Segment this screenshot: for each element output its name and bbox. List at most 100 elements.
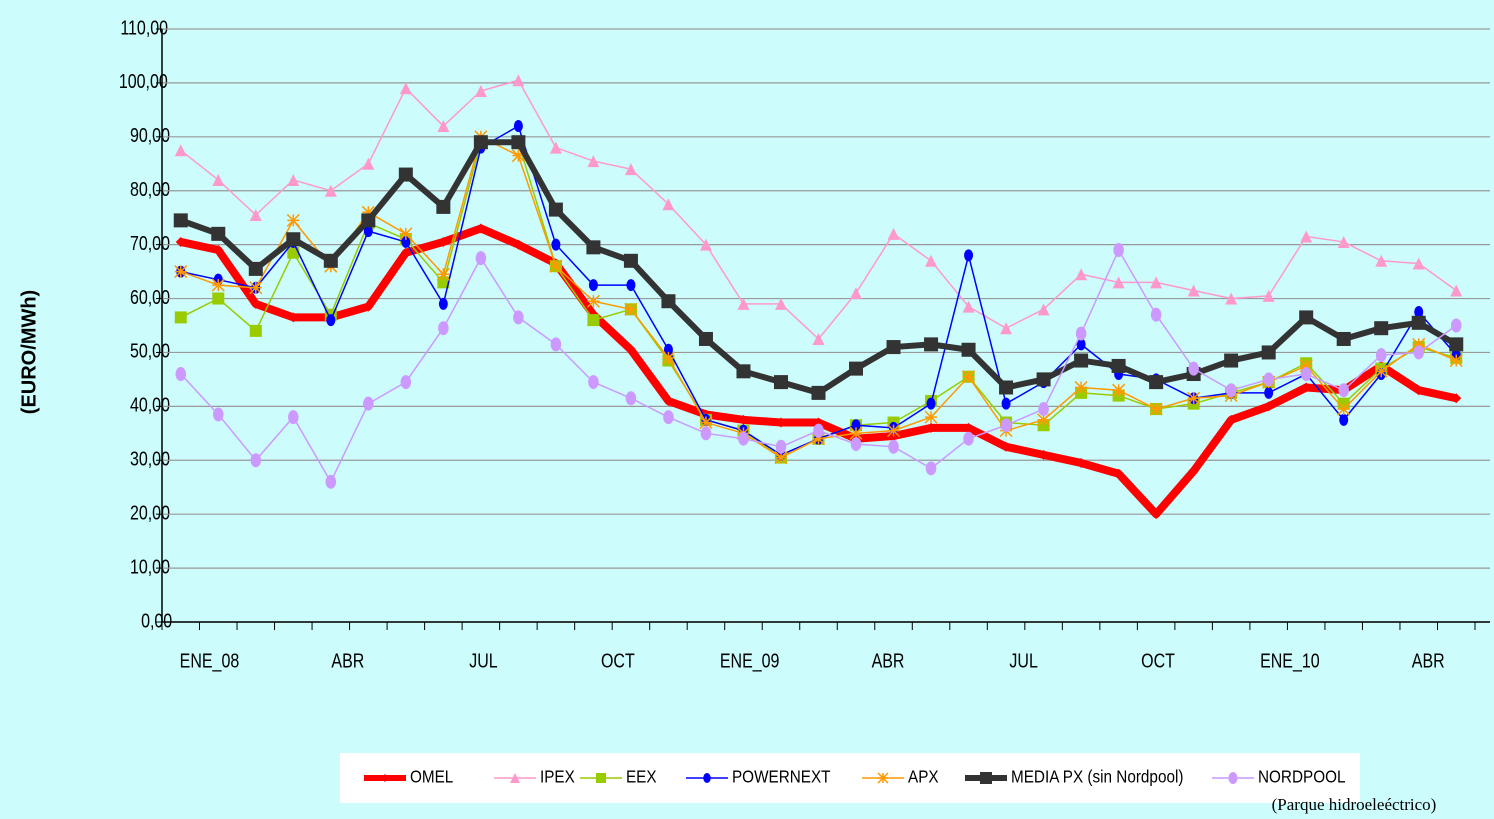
data-point — [323, 253, 338, 268]
data-point — [738, 414, 749, 425]
data-point — [1264, 386, 1274, 399]
data-point — [511, 149, 525, 163]
data-point — [964, 249, 974, 262]
legend-marker — [381, 774, 389, 782]
data-point — [249, 281, 263, 295]
data-point — [926, 397, 936, 410]
data-point — [1449, 337, 1464, 352]
y-tick-label: 70,00 — [130, 232, 170, 254]
data-point — [1225, 292, 1238, 305]
data-point — [1450, 284, 1463, 297]
data-point — [963, 431, 974, 446]
data-point — [1075, 326, 1087, 341]
x-tick-label: ABR — [331, 650, 364, 672]
data-point — [548, 202, 563, 217]
data-point — [588, 375, 599, 390]
data-point — [625, 391, 637, 406]
legend-marker — [596, 773, 606, 783]
data-point — [1001, 397, 1011, 410]
data-point — [774, 297, 787, 310]
data-point — [1338, 383, 1349, 398]
data-point — [737, 297, 750, 310]
data-point — [851, 419, 861, 432]
data-point — [398, 167, 413, 182]
data-point — [738, 431, 749, 446]
data-point — [1076, 338, 1086, 351]
data-point — [1450, 318, 1462, 333]
legend-label: APX — [908, 767, 939, 787]
data-point — [1111, 358, 1126, 373]
data-point — [773, 375, 788, 390]
data-point — [1375, 348, 1387, 363]
data-point — [325, 474, 337, 489]
data-point — [1074, 353, 1089, 368]
data-point — [211, 278, 225, 292]
data-point — [1000, 418, 1012, 433]
data-point — [1151, 509, 1162, 520]
data-point — [287, 246, 300, 259]
data-point — [774, 451, 788, 465]
legend-label: EEX — [626, 767, 657, 787]
data-point — [1411, 315, 1426, 330]
data-point — [473, 135, 488, 150]
data-point — [700, 426, 712, 441]
data-point — [361, 213, 376, 228]
y-axis-label: (EURO/MWh) — [18, 290, 40, 414]
data-point — [513, 310, 524, 325]
data-point — [1075, 268, 1088, 281]
data-point — [438, 297, 448, 310]
data-point — [437, 120, 450, 133]
data-point — [1036, 372, 1051, 387]
x-tick-label: JUL — [469, 650, 497, 672]
data-point — [551, 238, 561, 251]
data-point — [811, 432, 826, 446]
data-point — [475, 223, 486, 234]
data-point — [1037, 303, 1050, 316]
data-point — [175, 367, 187, 382]
data-point — [849, 361, 864, 376]
data-point — [1225, 383, 1237, 398]
data-point — [1188, 361, 1199, 376]
data-point — [249, 208, 262, 221]
data-point — [962, 300, 975, 313]
data-point — [1413, 345, 1424, 360]
data-point — [663, 395, 674, 406]
data-point — [213, 245, 224, 256]
data-point — [1113, 468, 1124, 479]
data-point — [736, 364, 751, 379]
data-point — [588, 279, 598, 292]
data-point — [1149, 375, 1164, 390]
data-point — [173, 213, 188, 228]
data-point — [1300, 367, 1312, 382]
data-point — [586, 240, 601, 255]
data-point — [1374, 321, 1389, 336]
data-point — [886, 340, 901, 355]
data-point — [1001, 441, 1012, 452]
data-point — [625, 344, 636, 355]
data-point — [1226, 414, 1237, 425]
data-point — [624, 163, 637, 176]
data-point — [850, 437, 862, 452]
data-point — [924, 337, 939, 352]
data-point — [925, 461, 937, 476]
data-point — [363, 225, 373, 238]
data-point — [1412, 337, 1426, 351]
data-point — [1074, 380, 1088, 395]
data-point — [850, 287, 863, 300]
data-point — [1374, 364, 1388, 378]
data-point — [549, 141, 562, 154]
legend-marker — [703, 773, 711, 783]
y-tick-label: 30,00 — [130, 448, 170, 470]
data-point — [1112, 383, 1126, 397]
data-point — [513, 120, 523, 133]
data-point — [550, 337, 562, 352]
data-point — [1412, 257, 1425, 270]
x-tick-label: ABR — [872, 650, 905, 672]
data-point — [663, 410, 674, 425]
data-point — [399, 82, 412, 95]
data-point — [1187, 284, 1200, 297]
data-point — [326, 314, 336, 327]
data-point — [661, 294, 676, 309]
data-point — [1263, 401, 1274, 412]
